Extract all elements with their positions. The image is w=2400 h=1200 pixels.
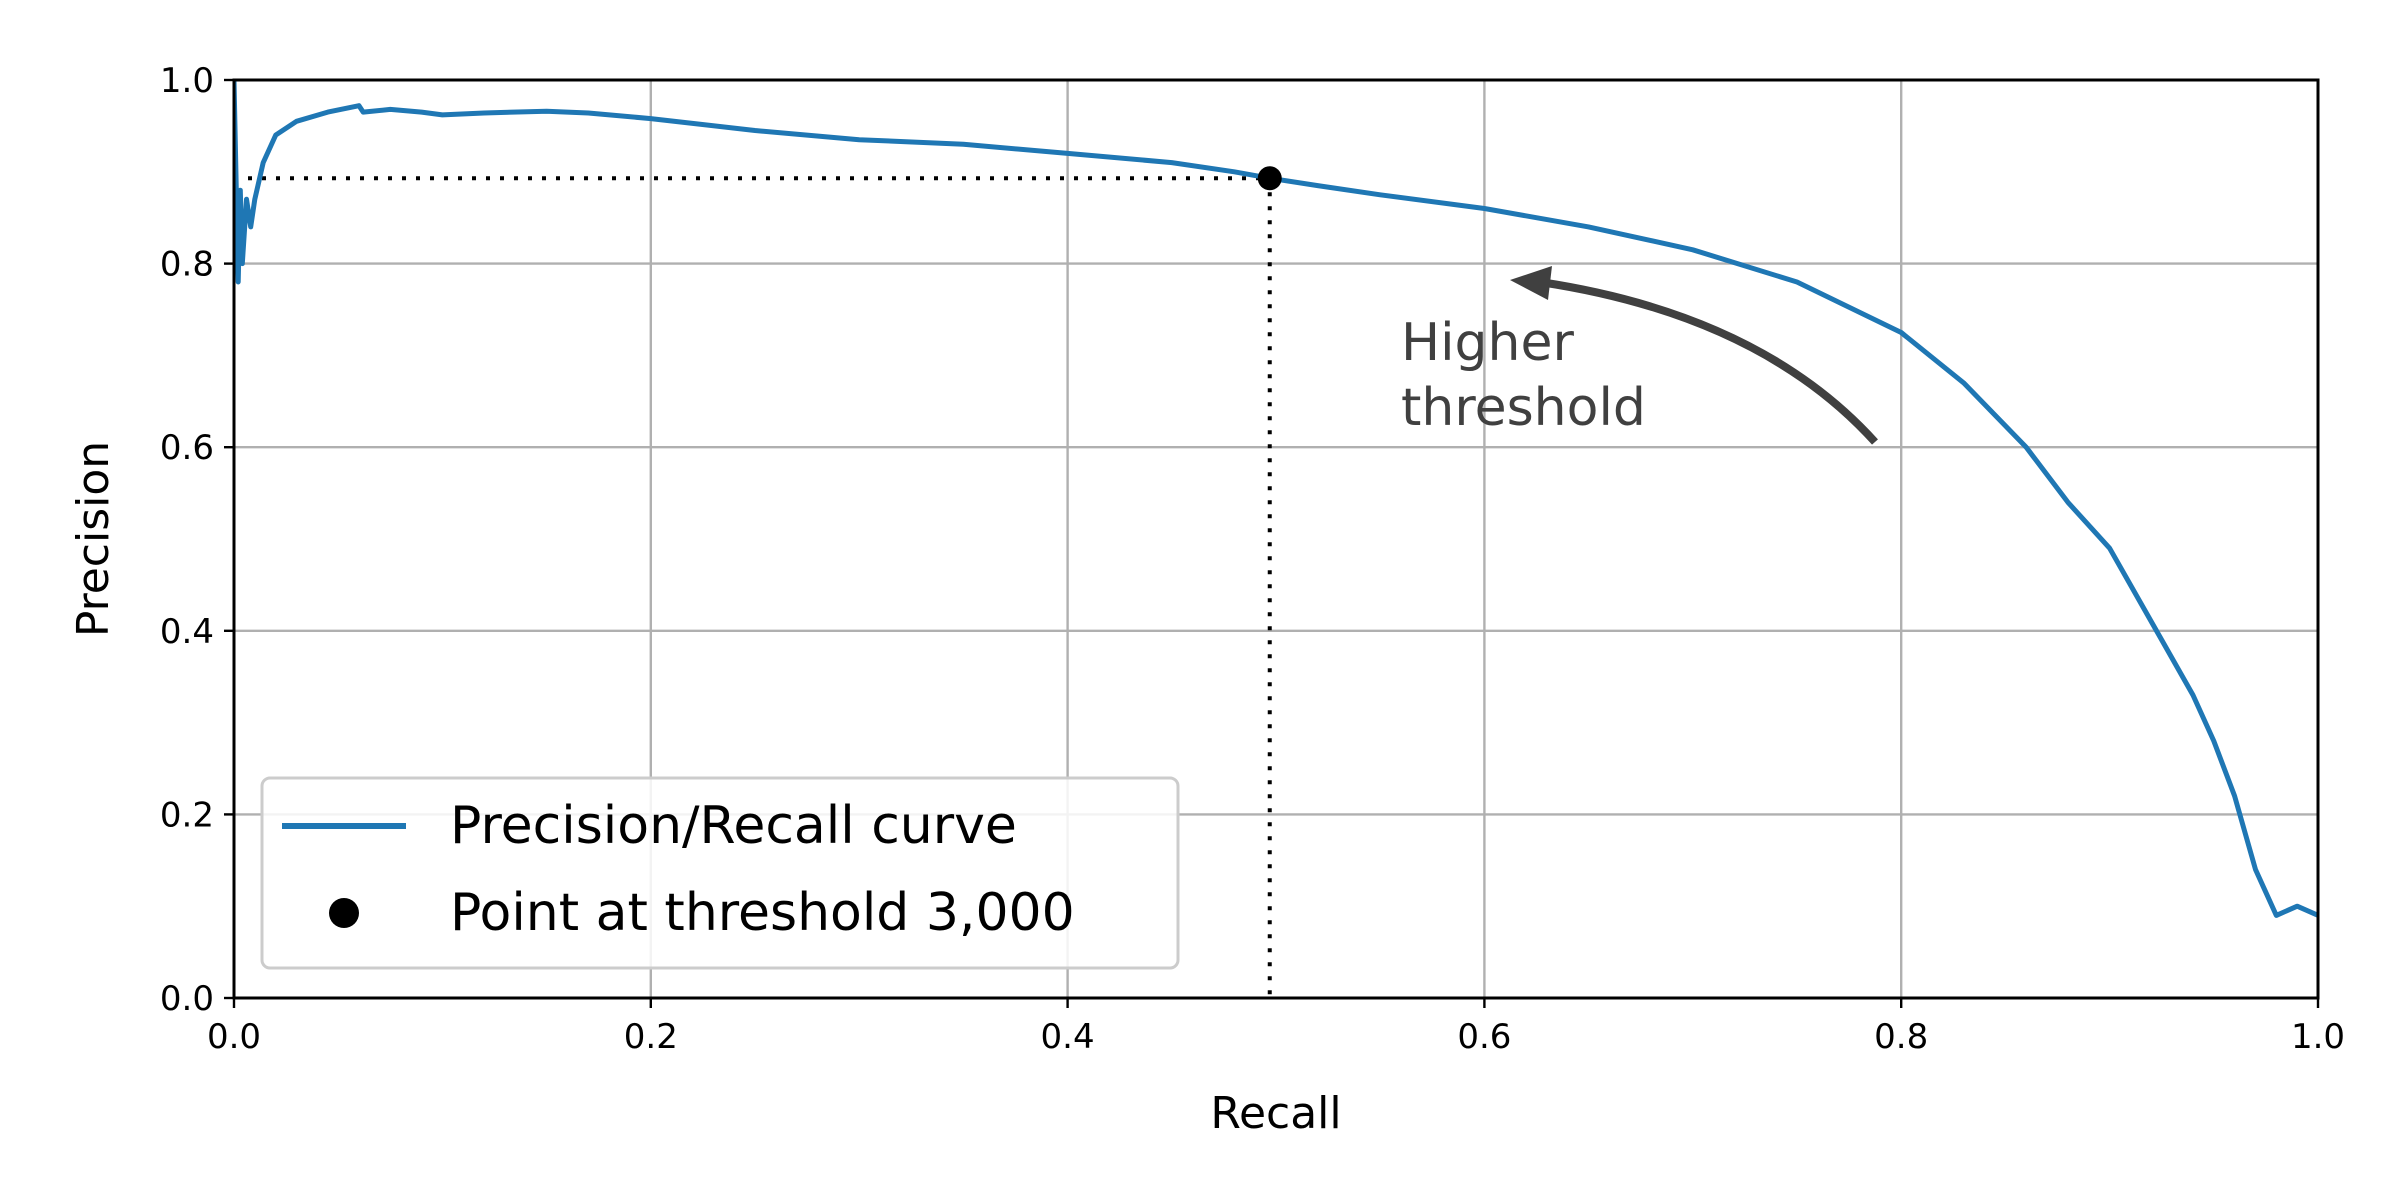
legend-box — [260, 776, 1180, 970]
x-tick-label: 0.8 — [1874, 1017, 1928, 1057]
y-axis-ticks: 0.0 0.2 0.4 0.6 0.8 1.0 — [160, 61, 234, 1019]
precision-recall-curve — [234, 80, 2318, 918]
x-tick-label: 0.6 — [1457, 1017, 1511, 1057]
y-tick-label: 0.8 — [160, 245, 214, 285]
x-tick-label: 1.0 — [2291, 1017, 2345, 1057]
annotation-text-line1: Higher — [1401, 313, 1575, 373]
annotation-arrow — [1539, 278, 1878, 445]
threshold-point-marker — [1257, 166, 1282, 191]
threshold-guide-lines — [234, 176, 1272, 998]
x-tick-label: 0.2 — [624, 1017, 678, 1057]
y-tick-label: 0.2 — [160, 795, 214, 835]
x-tick-label: 0.0 — [207, 1017, 261, 1057]
annotation-arrowhead — [1510, 266, 1552, 300]
x-tick-label: 0.4 — [1041, 1017, 1095, 1057]
x-axis-ticks: 0.0 0.2 0.4 0.6 0.8 1.0 — [207, 998, 2345, 1057]
legend-curve-label: Precision/Recall curve — [450, 796, 1017, 856]
y-axis-label: Precision — [68, 441, 119, 637]
x-axis-label: Recall — [1210, 1088, 1341, 1139]
legend-point-swatch — [329, 898, 359, 928]
y-tick-label: 0.4 — [160, 612, 214, 652]
legend: Precision/Recall curve Point at threshol… — [260, 776, 1180, 970]
y-tick-label: 1.0 — [160, 61, 214, 101]
legend-point-label: Point at threshold 3,000 — [450, 883, 1075, 943]
plot-frame — [232, 78, 2320, 1000]
y-tick-label: 0.0 — [160, 979, 214, 1019]
y-tick-label: 0.6 — [160, 428, 214, 468]
higher-threshold-annotation: Higher threshold — [1401, 266, 1878, 445]
annotation-text-line2: threshold — [1401, 378, 1646, 438]
